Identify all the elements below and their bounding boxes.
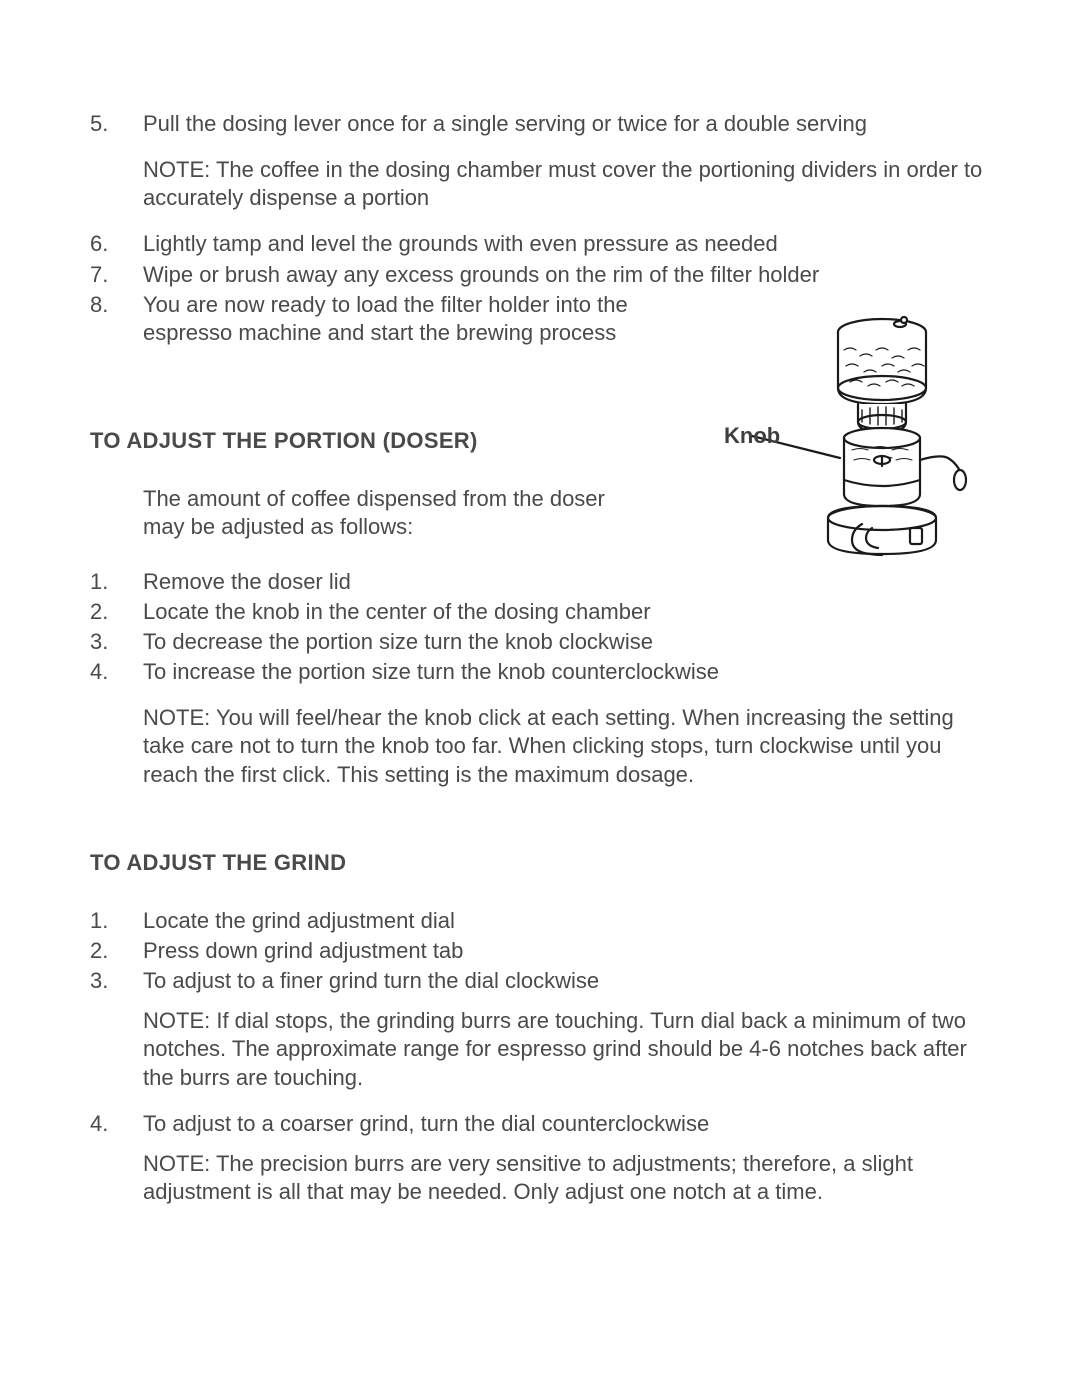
list-number: 4. bbox=[90, 1110, 143, 1138]
list-text: To increase the portion size turn the kn… bbox=[143, 658, 990, 686]
list-item: 3. To decrease the portion size turn the… bbox=[90, 628, 990, 656]
list-number: 1. bbox=[90, 568, 143, 596]
list-number: 2. bbox=[90, 937, 143, 965]
list-number: 8. bbox=[90, 291, 143, 347]
doser-intro: The amount of coffee dispensed from the … bbox=[143, 485, 643, 541]
note-text: NOTE: If dial stops, the grinding burrs … bbox=[143, 1007, 990, 1091]
list-item: 4. To increase the portion size turn the… bbox=[90, 658, 990, 686]
list-text: Locate the knob in the center of the dos… bbox=[143, 598, 990, 626]
knob-label: Knob bbox=[724, 422, 780, 450]
grinder-figure: Knob bbox=[732, 310, 992, 580]
manual-page: 5. Pull the dosing lever once for a sing… bbox=[0, 0, 1080, 1397]
list-item: 1. Locate the grind adjustment dial bbox=[90, 907, 990, 935]
list-text-line: You are now ready to load the filter hol… bbox=[143, 292, 628, 345]
list-number: 3. bbox=[90, 628, 143, 656]
list-number: 5. bbox=[90, 110, 143, 138]
list-text: Pull the dosing lever once for a single … bbox=[143, 110, 990, 138]
list-text: Lightly tamp and level the grounds with … bbox=[143, 230, 990, 258]
list-number: 1. bbox=[90, 907, 143, 935]
list-text: To adjust to a coarser grind, turn the d… bbox=[143, 1110, 990, 1138]
list-item: 2. Press down grind adjustment tab bbox=[90, 937, 990, 965]
list-text: To decrease the portion size turn the kn… bbox=[143, 628, 990, 656]
list-number: 2. bbox=[90, 598, 143, 626]
list-text: Wipe or brush away any excess grounds on… bbox=[143, 261, 990, 289]
list-text: You are now ready to load the filter hol… bbox=[143, 291, 663, 347]
grind-list: 1. Locate the grind adjustment dial 2. P… bbox=[90, 907, 990, 1206]
list-item: 5. Pull the dosing lever once for a sing… bbox=[90, 110, 990, 138]
list-item: 7. Wipe or brush away any excess grounds… bbox=[90, 261, 990, 289]
note-text: NOTE: You will feel/hear the knob click … bbox=[143, 704, 990, 788]
list-item: 4. To adjust to a coarser grind, turn th… bbox=[90, 1110, 990, 1138]
list-item: 3. To adjust to a finer grind turn the d… bbox=[90, 967, 990, 995]
section-heading-grind: TO ADJUST THE GRIND bbox=[90, 849, 990, 877]
note-text: NOTE: The coffee in the dosing chamber m… bbox=[143, 156, 990, 212]
list-number: 6. bbox=[90, 230, 143, 258]
doser-list: 1. Remove the doser lid 2. Locate the kn… bbox=[90, 568, 990, 687]
list-text: To adjust to a finer grind turn the dial… bbox=[143, 967, 990, 995]
list-number: 7. bbox=[90, 261, 143, 289]
list-text: Locate the grind adjustment dial bbox=[143, 907, 990, 935]
note-text: NOTE: The precision burrs are very sensi… bbox=[143, 1150, 990, 1206]
list-item: 2. Locate the knob in the center of the … bbox=[90, 598, 990, 626]
list-item: 6. Lightly tamp and level the grounds wi… bbox=[90, 230, 990, 258]
list-text: Press down grind adjustment tab bbox=[143, 937, 990, 965]
list-number: 3. bbox=[90, 967, 143, 995]
list-number: 4. bbox=[90, 658, 143, 686]
